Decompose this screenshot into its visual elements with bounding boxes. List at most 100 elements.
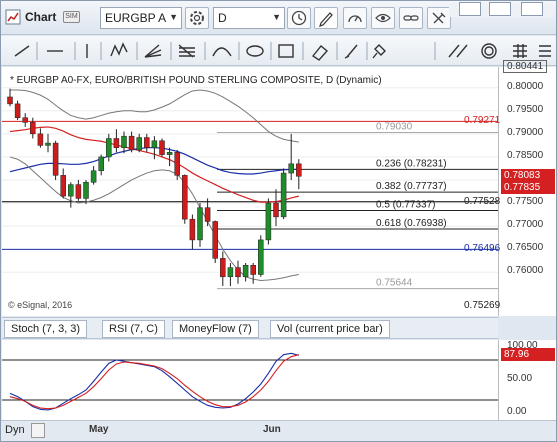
eraser-icon[interactable] bbox=[311, 45, 329, 61]
candle-body bbox=[151, 140, 158, 148]
candle-body bbox=[159, 140, 165, 155]
ellipse-icon[interactable] bbox=[246, 45, 264, 57]
tab-volume[interactable]: Vol (current price bar) bbox=[270, 320, 390, 338]
candle-body bbox=[60, 175, 66, 197]
status-bar: Dyn May Jun bbox=[1, 420, 556, 441]
chevron-down-icon[interactable]: ▼ bbox=[169, 12, 178, 22]
window-title: Chart bbox=[25, 10, 57, 24]
options-button[interactable] bbox=[427, 7, 451, 29]
brush-icon[interactable] bbox=[344, 44, 358, 59]
price-marker-label: 0.76496 bbox=[464, 243, 501, 255]
gauge-button[interactable] bbox=[343, 7, 367, 29]
fib-level-label: 0.5 (0.77337) bbox=[376, 200, 436, 211]
pin-icon[interactable] bbox=[372, 44, 386, 59]
price-axis-label: 0.79500 bbox=[507, 103, 544, 115]
interval-input[interactable]: D ▼ bbox=[213, 7, 285, 29]
menu-icon[interactable] bbox=[539, 45, 551, 57]
candle-body bbox=[182, 175, 188, 220]
candle-body bbox=[113, 138, 120, 148]
cycles-icon[interactable] bbox=[481, 43, 497, 59]
chart-title: * EURGBP A0-FX, EURO/BRITISH POUND STERL… bbox=[10, 75, 382, 86]
price-axis-label: 0.78500 bbox=[507, 149, 544, 161]
tab-moneyflow[interactable]: MoneyFlow (7) bbox=[172, 320, 259, 338]
mode-label[interactable]: Dyn bbox=[5, 424, 25, 436]
oscillator-svg bbox=[2, 352, 498, 411]
clock-icon bbox=[291, 10, 307, 26]
candle-body bbox=[197, 207, 203, 241]
symbol-input[interactable]: EURGBP A ▼ bbox=[100, 7, 182, 29]
price-axis-label: 0.77500 bbox=[507, 196, 544, 208]
sim-badge[interactable]: SIM bbox=[63, 11, 80, 23]
price-chart[interactable]: 0.79030 0.236 (0.78231) 0.382 (0.77737) 0.5… bbox=[2, 67, 498, 316]
restore-icon[interactable] bbox=[489, 2, 511, 16]
candle-body bbox=[37, 133, 44, 146]
band-lower bbox=[9, 156, 299, 281]
stoch-d-line bbox=[9, 354, 299, 410]
candle-body bbox=[288, 163, 294, 174]
candle-body bbox=[128, 135, 135, 151]
price-axis-label: 0.76000 bbox=[507, 265, 544, 277]
price-marker-label: 0.75269 bbox=[464, 299, 501, 311]
drawing-toolbar bbox=[1, 36, 556, 66]
price-axis-label: 0.80000 bbox=[507, 80, 544, 92]
settings-button[interactable] bbox=[185, 7, 209, 29]
line-tool-icon[interactable] bbox=[14, 45, 30, 57]
oscillator-axis-label: 0.00 bbox=[507, 406, 527, 418]
window-controls bbox=[449, 2, 553, 17]
pencil-icon bbox=[319, 12, 333, 27]
candle-body bbox=[144, 137, 150, 148]
candle-body bbox=[52, 142, 59, 176]
parallel-channel-icon[interactable] bbox=[448, 44, 468, 58]
tab-rsi[interactable]: RSI (7, C) bbox=[102, 320, 165, 338]
gauge-icon bbox=[348, 15, 362, 23]
fibonacci-icon[interactable] bbox=[178, 44, 195, 58]
lock-icon[interactable] bbox=[31, 423, 45, 438]
candle-body bbox=[265, 202, 272, 241]
elliott-wave-icon[interactable] bbox=[110, 42, 128, 57]
price-marker-label: 0.77835 bbox=[501, 180, 555, 194]
candle-body bbox=[227, 267, 234, 278]
date-label-may: May bbox=[89, 424, 109, 435]
candle-body bbox=[212, 221, 218, 259]
link-button[interactable] bbox=[399, 7, 423, 29]
rectangle-icon[interactable] bbox=[278, 44, 294, 58]
time-button[interactable] bbox=[287, 7, 311, 29]
fib-level-label: 0.236 (0.78231) bbox=[376, 158, 447, 169]
candle-body bbox=[14, 103, 21, 118]
grid-icon[interactable] bbox=[513, 44, 527, 58]
view-button[interactable] bbox=[371, 7, 395, 29]
drawing-tools bbox=[14, 42, 551, 61]
candle-body bbox=[204, 207, 211, 222]
price-marker-label: 0.78083 bbox=[501, 169, 555, 183]
fan-icon[interactable] bbox=[144, 44, 162, 58]
candle-body bbox=[280, 172, 287, 218]
price-axis-label: 0.77000 bbox=[507, 219, 544, 231]
arc-icon[interactable] bbox=[212, 47, 232, 57]
title-toolbar: Chart SIM EURGBP A ▼ D ▼ bbox=[1, 1, 556, 35]
oscillator-chart[interactable] bbox=[2, 340, 498, 420]
close-icon[interactable] bbox=[521, 2, 543, 16]
candle-body bbox=[273, 202, 279, 218]
candle-body bbox=[98, 156, 104, 171]
candle-body bbox=[90, 170, 97, 183]
interval-value: D bbox=[218, 11, 227, 25]
candle-body bbox=[235, 267, 241, 278]
candle-body bbox=[121, 135, 127, 148]
candle-body bbox=[106, 138, 112, 158]
candle-body bbox=[83, 182, 89, 199]
link-icon bbox=[403, 15, 419, 21]
oscillator-axis[interactable]: 100.00 50.00 0.00 87.96 bbox=[498, 340, 556, 420]
tab-stoch[interactable]: Stoch (7, 3, 3) bbox=[4, 320, 88, 338]
minimize-icon[interactable] bbox=[459, 2, 481, 16]
draw-button[interactable] bbox=[314, 7, 338, 29]
copyright-label: © eSignal, 2016 bbox=[8, 300, 73, 310]
candle-body bbox=[242, 265, 249, 278]
eye-icon bbox=[375, 13, 391, 23]
chevron-down-icon[interactable]: ▼ bbox=[272, 12, 281, 22]
settings-icon bbox=[190, 11, 204, 25]
date-label-jun: Jun bbox=[263, 424, 281, 435]
fib-level-label: 0.75644 bbox=[376, 278, 413, 289]
price-axis[interactable]: 0.80441 0.80000 0.79500 0.79000 0.78500 0.780… bbox=[464, 60, 556, 316]
candle-body bbox=[174, 152, 180, 176]
